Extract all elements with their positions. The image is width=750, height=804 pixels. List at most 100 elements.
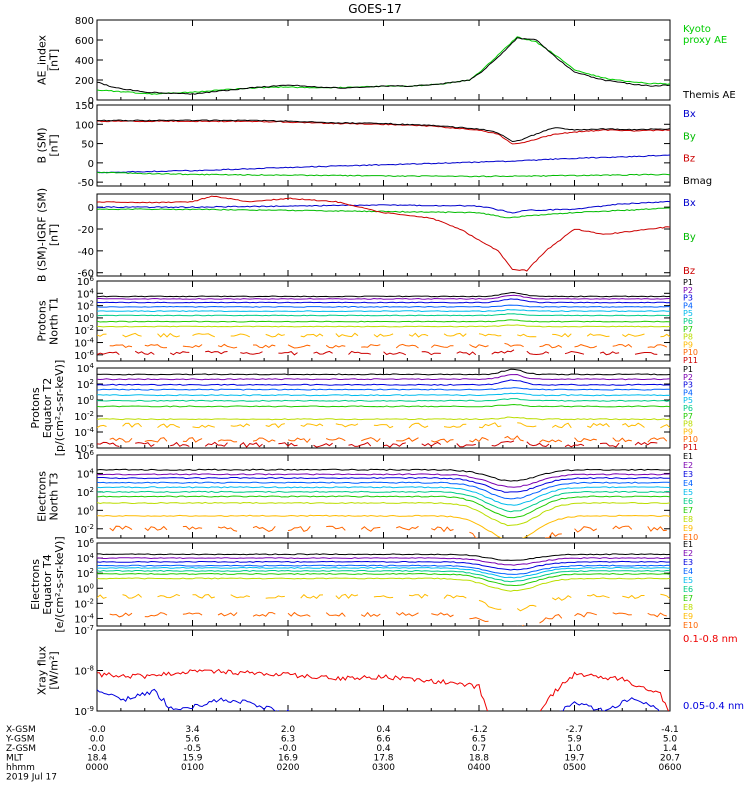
y-tick-label: 0 xyxy=(88,203,94,214)
channel-line-p11 xyxy=(204,441,228,447)
channel-label: P8 xyxy=(683,333,693,342)
channel-line-e10 xyxy=(217,526,238,532)
channel-line-p9 xyxy=(552,333,572,338)
channel-label: E1 xyxy=(683,540,693,549)
y-tick-label: 100 xyxy=(77,582,94,595)
channel-line-p10 xyxy=(217,343,238,349)
legend-entry: proxy AE xyxy=(683,35,727,46)
ephem-value: 0100 xyxy=(181,763,204,773)
channel-line-e9 xyxy=(443,594,467,599)
channel-line-p9 xyxy=(97,333,107,337)
channel-line-e5 xyxy=(97,486,670,506)
ephem-value: -0.0 xyxy=(88,744,106,754)
channel-label: E8 xyxy=(683,515,693,524)
channel-label: E9 xyxy=(683,524,693,533)
channel-label: P10 xyxy=(683,348,698,357)
y-tick-label: 104 xyxy=(77,552,95,565)
channel-line-e9 xyxy=(230,594,250,599)
y-tick-label: 104 xyxy=(77,467,95,480)
channel-line-e10 xyxy=(325,612,346,617)
ephem-value: 0500 xyxy=(563,763,586,773)
channel-label: P11 xyxy=(683,443,698,452)
channel-line-p11 xyxy=(205,350,228,355)
channel-line-p11 xyxy=(526,350,550,356)
channel-line-p11 xyxy=(240,441,263,448)
channel-line-p6 xyxy=(97,398,670,402)
y-axis-label: ElectronsNorth T3 xyxy=(36,471,61,522)
y-tick-label: 106 xyxy=(77,537,95,550)
channel-line-e9 xyxy=(265,595,285,599)
y-tick-label: 10-2 xyxy=(74,324,94,337)
ephem-value: 6.6 xyxy=(376,735,391,745)
ephem-date: 2019 Jul 17 xyxy=(6,773,57,783)
channel-line-p10 xyxy=(361,437,381,443)
channel-line-e9 xyxy=(408,593,429,599)
channel-line-p5 xyxy=(97,392,670,397)
ephem-value: 16.9 xyxy=(278,754,298,764)
ephem-value: 5.9 xyxy=(567,735,582,745)
channel-label: E6 xyxy=(683,585,693,594)
channel-label: P8 xyxy=(683,420,693,429)
ephem-row-label: MLT xyxy=(6,754,24,764)
ephem-value: -0.5 xyxy=(184,744,202,754)
ephem-value: 0.4 xyxy=(376,744,391,754)
channel-line-e9 xyxy=(97,594,107,599)
ephem-value: 1.4 xyxy=(663,744,678,754)
channel-label: E4 xyxy=(683,479,693,488)
channel-line-p9 xyxy=(192,424,215,429)
channel-label: P10 xyxy=(683,435,698,444)
plot-frame xyxy=(96,193,671,277)
channel-line-p9 xyxy=(517,333,537,338)
channel-line-e9 xyxy=(373,595,394,599)
ephem-value: 0.0 xyxy=(90,735,105,745)
ephem-value: 18.8 xyxy=(469,754,489,764)
channel-label: E9 xyxy=(683,612,693,621)
channel-line-p11 xyxy=(313,442,333,448)
channel-line-e9 xyxy=(97,514,670,538)
y-axis-label: B (SM)[nT] xyxy=(36,127,61,163)
channel-label: P6 xyxy=(683,317,693,326)
legend-entry: 0.1-0.8 nm xyxy=(683,634,738,645)
y-axis-label: AE_index[nT] xyxy=(36,34,61,85)
channel-label: E2 xyxy=(683,461,693,470)
channel-line-p9 xyxy=(122,422,142,428)
channel-line-e10 xyxy=(287,525,311,533)
ephem-row-label: Z-GSM xyxy=(6,744,36,754)
channel-label: P3 xyxy=(683,381,693,390)
channel-line-p9 xyxy=(408,332,429,338)
channel-line-p11 xyxy=(526,441,550,448)
channel-line-e9 xyxy=(551,595,572,601)
channel-line-e10 xyxy=(612,525,633,530)
channel-line-p10 xyxy=(612,343,633,348)
channel-label: P7 xyxy=(683,325,693,334)
channel-line-p10 xyxy=(325,344,346,349)
panel-bigrf: -60 -40 -20 0 B (SM)-IGRF (SM)[nT] Bx By Bz xyxy=(36,188,696,282)
y-tick-label: 102 xyxy=(77,378,94,391)
y-tick-label: 800 xyxy=(75,16,94,27)
channel-line-e9 xyxy=(660,593,670,600)
ephem-value: 17.8 xyxy=(373,754,393,764)
channel-label: E3 xyxy=(683,558,693,567)
y-tick-label: -40 xyxy=(78,247,94,258)
legend-entry: By xyxy=(683,131,696,142)
panel-xray: 10-7 10-8 10-9 Xray flux[W/m²] 0.1-0.8 nm 0.0… xyxy=(36,624,745,718)
channel-line-e4 xyxy=(97,564,670,575)
channel-line-e10 xyxy=(326,525,346,531)
channel-line-p10 xyxy=(431,438,454,443)
channel-label: P3 xyxy=(683,294,693,303)
ephem-value: -2.7 xyxy=(566,725,584,735)
channel-line-p11 xyxy=(134,350,155,355)
channel-line-p10 xyxy=(647,437,668,443)
channel-line-e10 xyxy=(431,526,454,533)
channel-label: P2 xyxy=(683,373,693,382)
channel-line-e10 xyxy=(360,611,381,618)
legend-entry: Bmag xyxy=(683,176,712,187)
series-0-1-0-8-nm xyxy=(97,668,670,711)
channel-line-e7 xyxy=(97,572,670,587)
channel-line-e10 xyxy=(505,551,524,557)
channel-line-p9 xyxy=(192,333,215,338)
ephem-row-label: X-GSM xyxy=(6,725,36,735)
